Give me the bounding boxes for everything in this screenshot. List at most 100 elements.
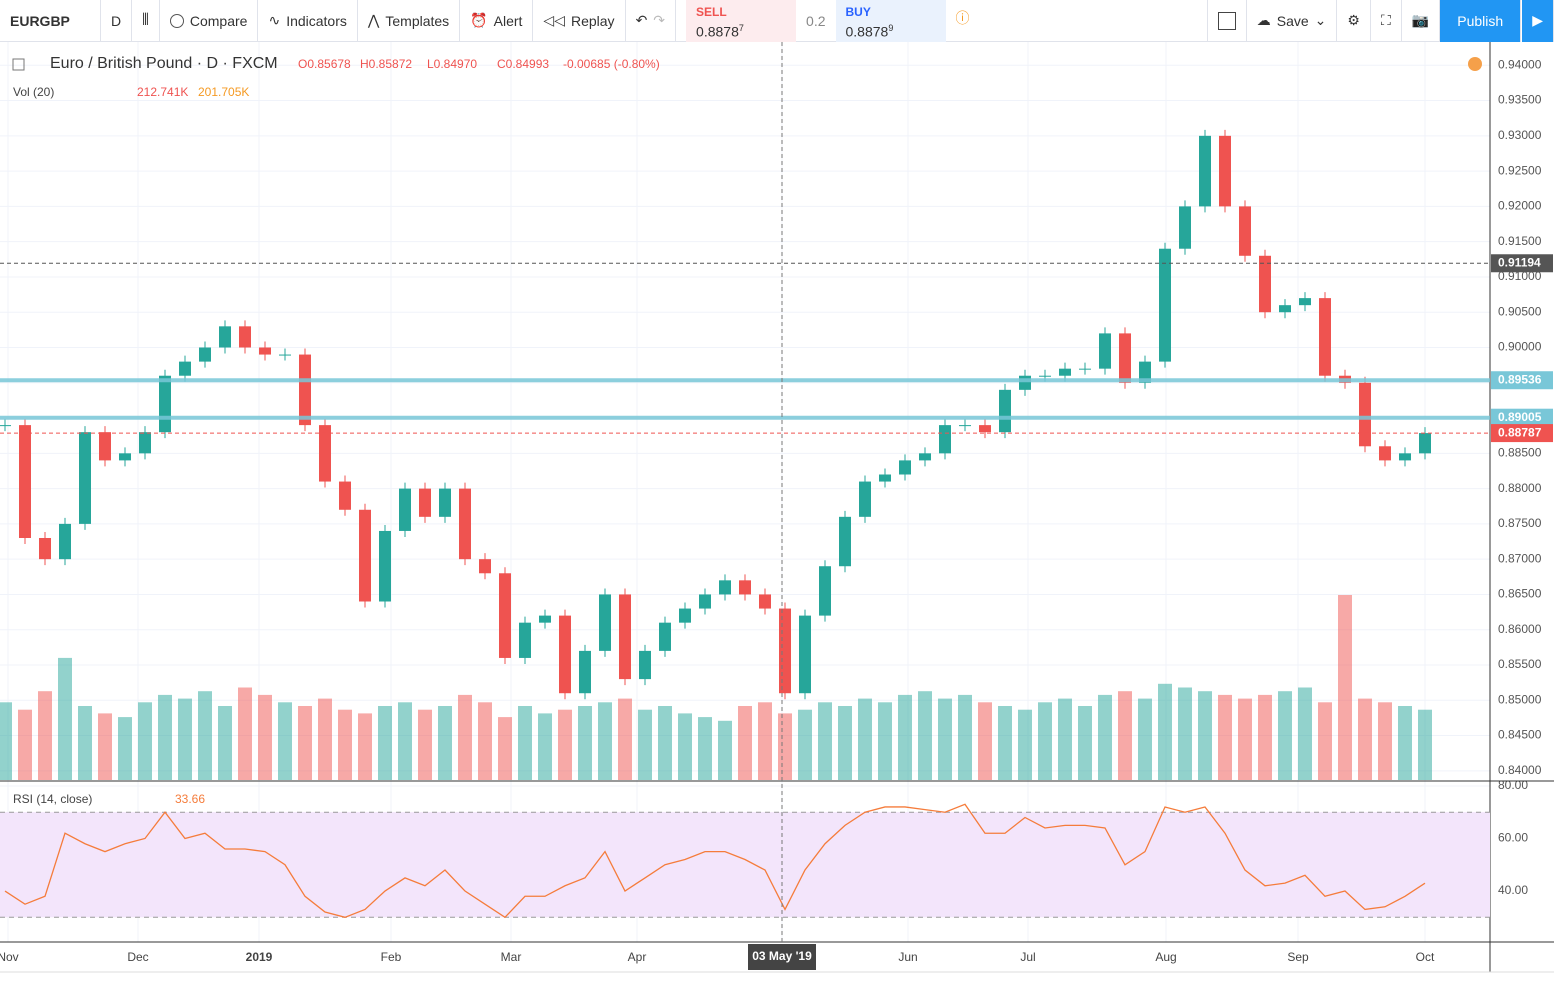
volume-bar [798, 709, 812, 780]
symbol[interactable]: EURGBP [0, 0, 101, 42]
volume-value: 201.705K [198, 85, 249, 99]
x-tick-label: Jun [898, 950, 917, 964]
candle [1099, 333, 1111, 369]
compare-button[interactable]: Compare [160, 0, 259, 42]
sell-label: SELL [696, 4, 727, 19]
label: Replay [570, 12, 615, 29]
x-tick-label: Mar [501, 950, 522, 964]
candle [1419, 433, 1431, 454]
volume-value: 212.741K [137, 85, 188, 99]
info-icon[interactable]: ⓘ [955, 9, 970, 26]
volume-bar [878, 702, 892, 780]
toolbar: EURGBP D ⫴ Compare ∿ Indicators ⋀ Template… [0, 0, 1554, 42]
candle [659, 622, 671, 651]
interval[interactable]: D [101, 0, 133, 42]
legend-title: Euro / British Pound · D · FXCM [50, 55, 278, 72]
y-tick-label: 0.94000 [1498, 57, 1542, 71]
candle [1019, 375, 1031, 390]
candle [739, 580, 751, 595]
volume-bar [678, 713, 692, 780]
volume-bar [818, 702, 832, 780]
candle [699, 594, 711, 609]
publish-button[interactable]: Publish [1440, 0, 1522, 42]
volume-bar [938, 698, 952, 780]
volume-bar [138, 702, 152, 780]
candle [479, 559, 491, 574]
y-tick-label: 0.86500 [1498, 587, 1542, 601]
replay-button[interactable]: ◁◁ Replay [533, 0, 626, 42]
candle [39, 537, 51, 560]
alert-button[interactable]: ⏰ Alert [460, 0, 534, 42]
candle [179, 361, 191, 376]
volume-bar [1338, 595, 1352, 780]
chart-style[interactable]: ⫴ [132, 0, 160, 42]
layout-button[interactable] [1206, 0, 1247, 42]
chart: 0.94000 0.93500 0.93000 0.92500 0.92000 0.915… [0, 42, 1554, 973]
candle [1119, 333, 1131, 383]
undo-redo[interactable]: ↶ ↷ [626, 0, 677, 42]
candle [1039, 375, 1051, 377]
volume-bar [378, 706, 392, 780]
candle [679, 608, 691, 623]
volume-bar [1238, 698, 1252, 780]
x-tick-label: Aug [1155, 950, 1176, 964]
snapshot-button[interactable]: 📷 [1402, 0, 1441, 42]
volume-bar [98, 713, 112, 780]
buy-button[interactable]: BUY 0.88789 [835, 0, 946, 42]
candle [1239, 206, 1251, 256]
settings-button[interactable]: ⚙ [1337, 0, 1371, 42]
candle [899, 460, 911, 475]
candle [1279, 305, 1291, 313]
candle [1299, 298, 1311, 306]
candle [979, 425, 991, 433]
volume-bar [478, 702, 492, 780]
y-tick-label: 80.00 [1498, 778, 1528, 792]
volume-bar [638, 709, 652, 780]
fullscreen-button[interactable]: ⛶ [1371, 0, 1402, 42]
y-tick-label: 60.00 [1498, 831, 1528, 845]
candle [1159, 248, 1171, 362]
level-tag [1491, 408, 1553, 427]
y-tick-label: 0.87000 [1498, 551, 1542, 565]
ohlc-value: O0.85678 [298, 57, 351, 71]
candle [599, 594, 611, 651]
candle [359, 509, 371, 602]
y-tick-label: 0.92500 [1498, 163, 1542, 177]
volume-bar [1378, 702, 1392, 780]
volume-bar [338, 709, 352, 780]
candle [319, 425, 331, 482]
volume-bar [1078, 706, 1092, 780]
volume-bar [258, 694, 272, 780]
sell-button[interactable]: SELL 0.88787 [686, 0, 797, 42]
save-button[interactable]: ☁ Save ⌄ [1247, 0, 1338, 42]
buy-price: 0.8878 [845, 23, 889, 40]
volume-bar [758, 702, 772, 780]
sell-pip: 7 [738, 22, 744, 33]
indicators-button[interactable]: ∿ Indicators [258, 0, 358, 42]
volume-bar [358, 713, 372, 780]
volume-bar [838, 706, 852, 780]
candle [339, 481, 351, 510]
candle [519, 622, 531, 658]
volume-bar [1218, 694, 1232, 780]
alert-dot [1468, 57, 1482, 71]
sell-price: 0.8878 [696, 23, 739, 40]
volume-bar [1298, 687, 1312, 780]
play-button[interactable]: ▶ [1521, 0, 1554, 42]
crosshair-label: 03 May '19 [752, 949, 812, 963]
candle [1179, 206, 1191, 249]
candle [719, 580, 731, 595]
candle [199, 347, 211, 362]
label: Alert [493, 12, 523, 29]
volume-bar [158, 694, 172, 780]
y-tick-label: 0.90500 [1498, 304, 1542, 318]
x-tick-label: Jul [1020, 950, 1035, 964]
templates-button[interactable]: ⋀ Templates [358, 0, 461, 42]
candle [159, 375, 171, 433]
candle [59, 523, 71, 560]
candle [119, 453, 131, 461]
candle [759, 594, 771, 609]
candle [579, 650, 591, 694]
volume-bar [1258, 694, 1272, 780]
